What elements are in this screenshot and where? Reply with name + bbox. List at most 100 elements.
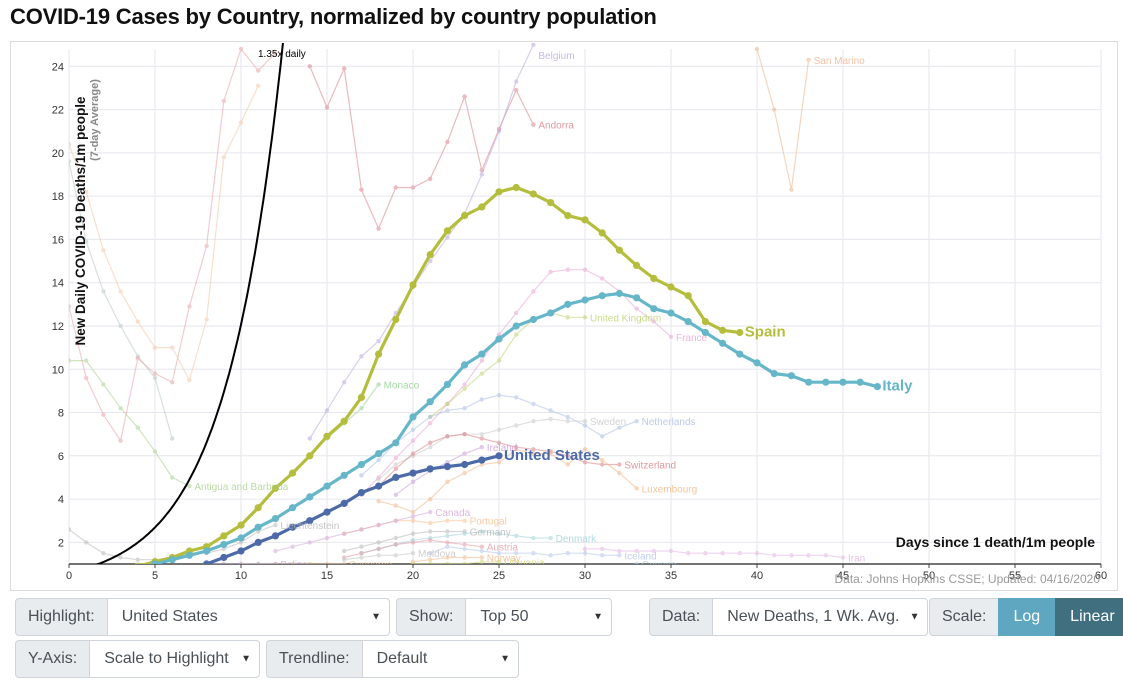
data-point bbox=[462, 451, 467, 456]
data-point bbox=[462, 561, 467, 564]
data-point bbox=[151, 560, 159, 564]
series-ireland bbox=[393, 445, 484, 497]
data-point bbox=[306, 517, 314, 525]
series-lithuania bbox=[410, 559, 502, 564]
data-point bbox=[134, 562, 141, 564]
series-label-austria: Austria bbox=[487, 543, 519, 554]
data-point bbox=[101, 248, 106, 253]
data-point bbox=[393, 466, 398, 471]
data-point bbox=[617, 470, 622, 476]
data-point bbox=[410, 509, 416, 515]
data-point bbox=[238, 46, 244, 52]
data-point bbox=[634, 306, 639, 311]
data-point bbox=[273, 51, 278, 56]
series-label-france: France bbox=[676, 333, 708, 344]
data-point bbox=[720, 551, 725, 556]
y-tick-label: 4 bbox=[58, 494, 64, 506]
data-point bbox=[634, 419, 639, 424]
data-point bbox=[134, 565, 141, 572]
data-point bbox=[118, 406, 123, 411]
data-point bbox=[340, 499, 348, 507]
data-point bbox=[462, 518, 467, 523]
x-tick-label: 30 bbox=[579, 570, 591, 582]
x-tick-label: 25 bbox=[493, 570, 505, 582]
data-point bbox=[479, 432, 484, 437]
highlight-select[interactable]: United States ▼ bbox=[106, 598, 390, 636]
data-point bbox=[753, 359, 761, 367]
data-point bbox=[772, 107, 777, 112]
caret-down-icon: ▼ bbox=[500, 653, 510, 665]
data-point bbox=[478, 350, 486, 358]
data-point bbox=[770, 370, 778, 378]
data-point bbox=[478, 456, 486, 464]
data-point bbox=[357, 489, 365, 497]
data-point bbox=[445, 479, 450, 484]
show-select[interactable]: Top 50 ▼ bbox=[465, 598, 612, 636]
data-point bbox=[479, 445, 484, 450]
data-point bbox=[426, 465, 434, 473]
data-point bbox=[565, 453, 570, 458]
data-point bbox=[376, 499, 381, 504]
data-point bbox=[445, 235, 450, 240]
data-point bbox=[428, 520, 433, 526]
data-point bbox=[600, 462, 605, 467]
series-line-iran bbox=[585, 548, 844, 559]
series-label-norway: Norway bbox=[487, 554, 521, 565]
data-point bbox=[393, 518, 398, 523]
data-point bbox=[703, 551, 708, 556]
data-point bbox=[101, 412, 106, 417]
data-point bbox=[376, 382, 381, 387]
data-point bbox=[514, 551, 519, 556]
x-tick-label: 40 bbox=[751, 570, 763, 582]
data-point bbox=[548, 451, 553, 456]
data-point bbox=[514, 310, 519, 316]
linear-scale-button[interactable]: Linear bbox=[1055, 598, 1123, 636]
data-point bbox=[117, 569, 124, 576]
series-line-canada bbox=[275, 511, 431, 552]
data-point bbox=[376, 457, 381, 463]
trendline bbox=[95, 43, 284, 564]
data-point bbox=[410, 540, 416, 545]
series-canada bbox=[273, 509, 433, 554]
data-point bbox=[393, 535, 398, 541]
series-label-united-states: United States bbox=[504, 447, 600, 464]
caret-down-icon: ▼ bbox=[593, 611, 603, 623]
data-point bbox=[410, 438, 416, 443]
data-point bbox=[307, 540, 312, 545]
data-point bbox=[873, 383, 882, 391]
data-point bbox=[409, 469, 417, 477]
data-point bbox=[428, 529, 433, 534]
data-point bbox=[237, 547, 245, 555]
data-point bbox=[462, 94, 467, 99]
data-point bbox=[598, 292, 606, 300]
data-point bbox=[273, 522, 278, 528]
data-point bbox=[531, 419, 536, 424]
data-point bbox=[324, 561, 330, 564]
data-point bbox=[410, 551, 416, 556]
data-point bbox=[461, 212, 469, 220]
data-select[interactable]: New Deaths, 1 Wk. Avg. ▼ bbox=[712, 598, 929, 636]
trendline-select[interactable]: Default ▼ bbox=[361, 640, 519, 678]
data-control: Data: New Deaths, 1 Wk. Avg. ▼ bbox=[649, 598, 929, 636]
data-point bbox=[598, 229, 606, 237]
data-point bbox=[428, 561, 433, 564]
series-line-unnamed bbox=[69, 85, 259, 381]
series-line-lithuania bbox=[413, 561, 499, 564]
data-point bbox=[221, 98, 226, 104]
data-point bbox=[565, 414, 570, 420]
data-point bbox=[582, 447, 588, 452]
data-point bbox=[496, 551, 502, 556]
data-point bbox=[600, 553, 605, 558]
data-point bbox=[289, 469, 297, 477]
data-point bbox=[69, 159, 72, 164]
data-point bbox=[359, 555, 364, 560]
log-scale-button[interactable]: Log bbox=[998, 598, 1056, 636]
series-label-luxembourg: Luxembourg bbox=[642, 484, 698, 495]
data-point bbox=[462, 386, 467, 391]
series-line-antigua-and-barbuda bbox=[69, 360, 190, 487]
data-point bbox=[256, 83, 261, 88]
data-point bbox=[271, 484, 279, 492]
yaxis-select[interactable]: Scale to Highlight ▼ bbox=[89, 640, 260, 678]
data-point bbox=[479, 555, 484, 560]
data-point bbox=[512, 183, 520, 192]
